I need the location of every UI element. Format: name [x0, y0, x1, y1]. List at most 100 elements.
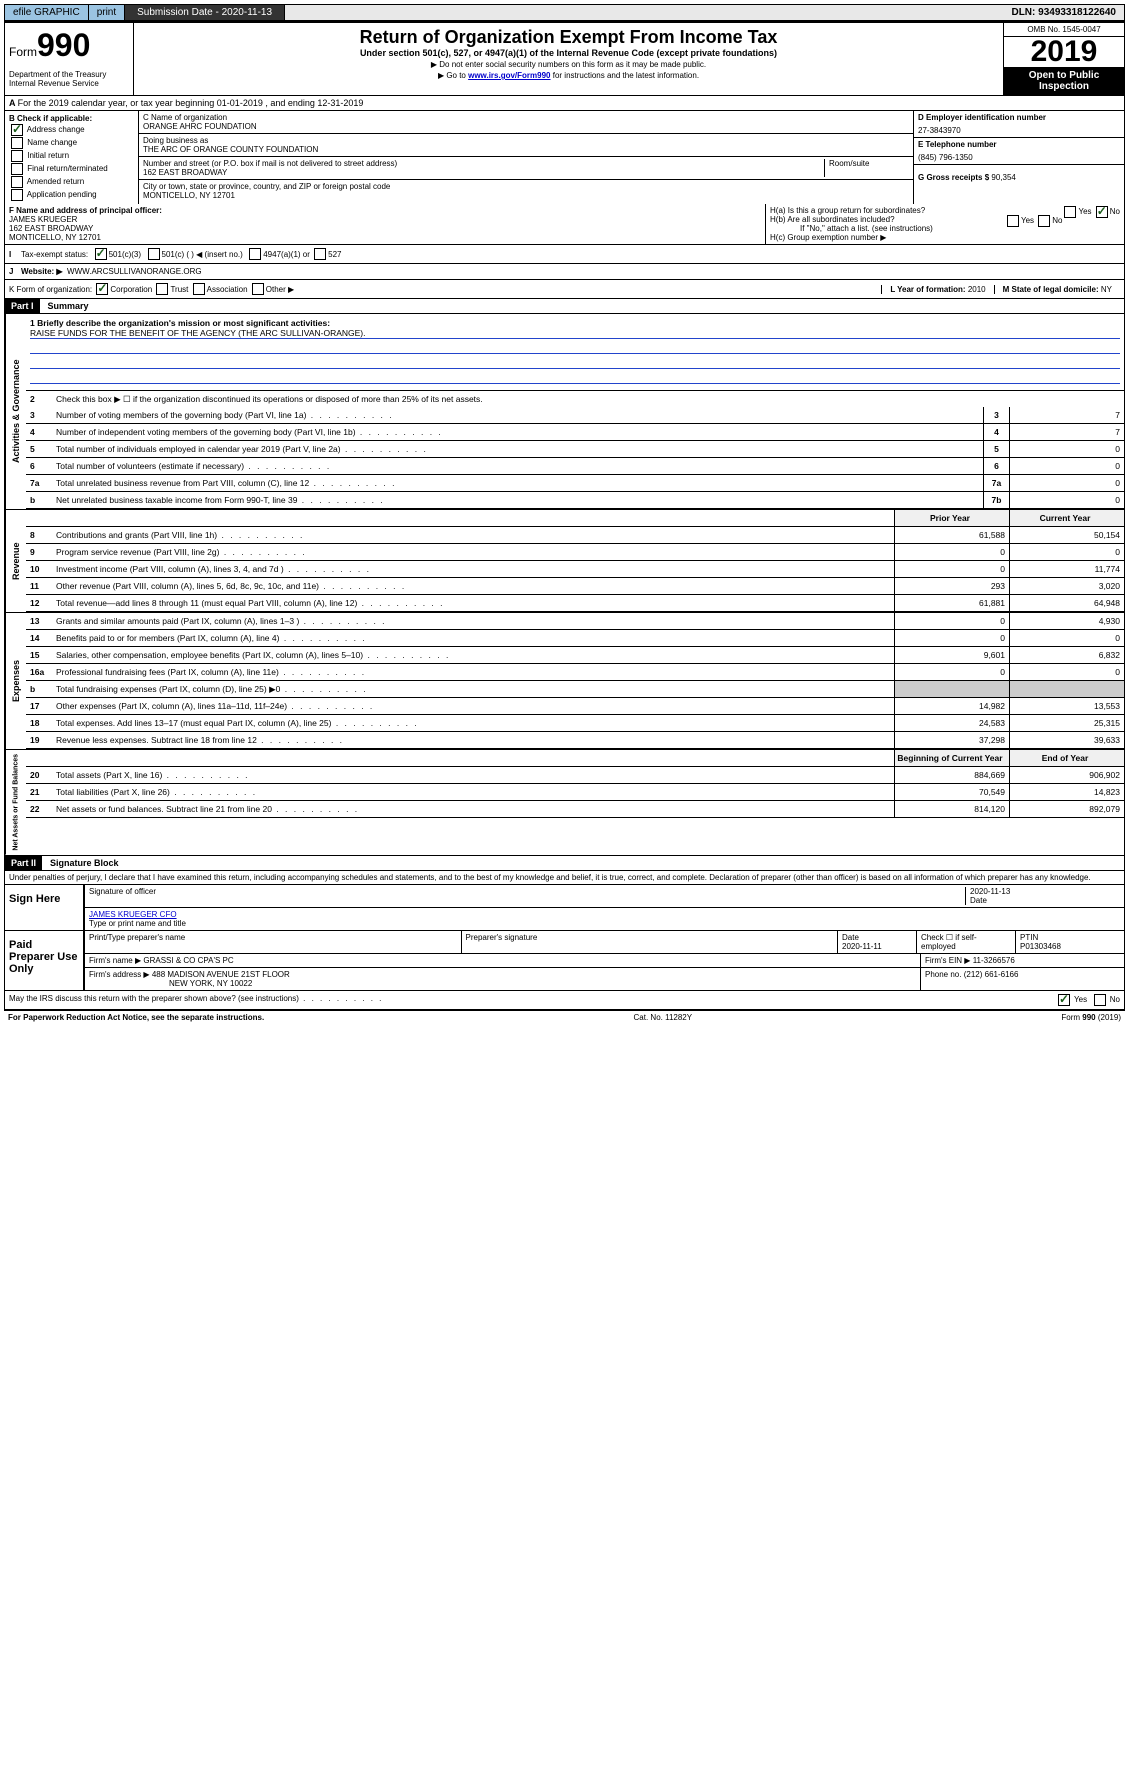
hc-label: H(c) Group exemption number ▶ — [770, 233, 1120, 242]
website-url[interactable]: WWW.ARCSULLIVANORANGE.ORG — [67, 267, 202, 276]
hb-no[interactable] — [1038, 215, 1050, 227]
discuss-label: May the IRS discuss this return with the… — [9, 994, 383, 1006]
check-corp[interactable] — [96, 283, 108, 295]
checkbox-address[interactable] — [11, 124, 23, 136]
tax-year: 2019 — [1004, 37, 1124, 67]
checkbox-final[interactable] — [11, 163, 23, 175]
efile-link[interactable]: efile GRAPHIC — [5, 5, 89, 20]
principal-name: JAMES KRUEGER — [9, 215, 761, 224]
city: MONTICELLO, NY 12701 — [143, 191, 909, 200]
principal-label: F Name and address of principal officer: — [9, 206, 761, 215]
vert-net: Net Assets or Fund Balances — [5, 750, 26, 855]
section-klm: K Form of organization: Corporation Trus… — [4, 280, 1125, 299]
summary-line: 13Grants and similar amounts paid (Part … — [26, 613, 1124, 630]
website-label: Website: ▶ — [21, 267, 63, 276]
ha-no[interactable] — [1096, 206, 1108, 218]
discuss-yes[interactable] — [1058, 994, 1070, 1006]
check-527[interactable] — [314, 248, 326, 260]
summary-line: 20Total assets (Part X, line 16)884,6699… — [26, 767, 1124, 784]
check-other[interactable] — [252, 283, 264, 295]
vert-expenses: Expenses — [5, 613, 26, 749]
firm-addr-label: Firm's address ▶ — [89, 970, 150, 979]
firm-ein: 11-3266576 — [973, 956, 1015, 965]
firm-city: NEW YORK, NY 10022 — [89, 979, 916, 988]
summary-line: 18Total expenses. Add lines 13–17 (must … — [26, 715, 1124, 732]
addr-label: Number and street (or P.O. box if mail i… — [143, 159, 824, 168]
officer-name[interactable]: JAMES KRUEGER CFO — [89, 910, 1120, 919]
form-subtitle: Under section 501(c), 527, or 4947(a)(1)… — [138, 48, 999, 58]
footer: For Paperwork Reduction Act Notice, see … — [4, 1010, 1125, 1024]
summary-line: 10Investment income (Part VIII, column (… — [26, 561, 1124, 578]
form-number: 990 — [37, 27, 90, 63]
print-link[interactable]: print — [89, 5, 125, 20]
open-inspection: Open to Public Inspection — [1004, 67, 1124, 95]
dln: DLN: 93493318122640 — [1003, 5, 1124, 20]
part1-title: Summary — [40, 301, 89, 311]
hb-note: If "No," attach a list. (see instruction… — [770, 224, 1120, 233]
k-label: K Form of organization: — [9, 285, 92, 294]
room-label: Room/suite — [824, 159, 909, 177]
year-cell: OMB No. 1545-0047 2019 Open to Public In… — [1003, 23, 1124, 95]
mission-text: RAISE FUNDS FOR THE BENEFIT OF THE AGENC… — [30, 328, 1120, 339]
checkbox-pending[interactable] — [11, 189, 23, 201]
irs-link[interactable]: www.irs.gov/Form990 — [468, 71, 550, 80]
department: Department of the Treasury Internal Reve… — [9, 70, 129, 88]
note-ssn: Do not enter social security numbers on … — [138, 60, 999, 69]
dba-label: Doing business as — [143, 136, 909, 145]
summary-line: 8Contributions and grants (Part VIII, li… — [26, 527, 1124, 544]
checkbox-initial[interactable] — [11, 150, 23, 162]
sig-officer-label: Signature of officer — [89, 887, 965, 905]
summary-line: 9Program service revenue (Part VIII, lin… — [26, 544, 1124, 561]
firm-name-label: Firm's name ▶ — [89, 956, 141, 965]
summary-line: 3Number of voting members of the governi… — [26, 407, 1124, 424]
part2-header-row: Part II Signature Block — [4, 856, 1125, 871]
ha-label: H(a) Is this a group return for subordin… — [770, 206, 925, 215]
summary-line: 7aTotal unrelated business revenue from … — [26, 475, 1124, 492]
section-deg: D Employer identification number 27-3843… — [913, 111, 1124, 204]
l-label: L Year of formation: — [890, 285, 965, 294]
summary-line: 19Revenue less expenses. Subtract line 1… — [26, 732, 1124, 749]
col-begin: Beginning of Current Year — [894, 750, 1009, 766]
prep-name-label: Print/Type preparer's name — [85, 931, 462, 953]
discuss-no[interactable] — [1094, 994, 1106, 1006]
check-amended: Amended return — [9, 176, 134, 188]
col-end: End of Year — [1009, 750, 1124, 766]
summary-line: 12Total revenue—add lines 8 through 11 (… — [26, 595, 1124, 612]
check-trust[interactable] — [156, 283, 168, 295]
check-501c3[interactable] — [95, 248, 107, 260]
form-title: Return of Organization Exempt From Incom… — [138, 27, 999, 48]
part1-header-row: Part I Summary — [4, 299, 1125, 314]
summary-line: 16aProfessional fundraising fees (Part I… — [26, 664, 1124, 681]
firm-name: GRASSI & CO CPA'S PC — [143, 956, 233, 965]
phone: (845) 796-1350 — [918, 153, 1120, 162]
org-name: ORANGE AHRC FOUNDATION — [143, 122, 909, 131]
summary-line: 6Total number of volunteers (estimate if… — [26, 458, 1124, 475]
ha-yes[interactable] — [1064, 206, 1076, 218]
check-address: Address change — [9, 124, 134, 136]
check-initial: Initial return — [9, 150, 134, 162]
form-ref: Form 990 (2019) — [1061, 1013, 1121, 1022]
governance-block: Activities & Governance 1 Briefly descri… — [4, 314, 1125, 509]
checkbox-name[interactable] — [11, 137, 23, 149]
check-assoc[interactable] — [193, 283, 205, 295]
goto-pre: Go to — [446, 71, 468, 80]
prep-phone-label: Phone no. — [925, 970, 961, 979]
summary-line: bNet unrelated business taxable income f… — [26, 492, 1124, 509]
check-501c[interactable] — [148, 248, 160, 260]
summary-line: 11Other revenue (Part VIII, column (A), … — [26, 578, 1124, 595]
section-bcdefg: B Check if applicable: Address change Na… — [4, 111, 1125, 204]
summary-line: 22Net assets or fund balances. Subtract … — [26, 801, 1124, 818]
sign-here-label: Sign Here — [5, 885, 83, 930]
netassets-block: Net Assets or Fund Balances Beginning of… — [4, 749, 1125, 856]
checkbox-amended[interactable] — [11, 176, 23, 188]
firm-ein-label: Firm's EIN ▶ — [925, 956, 970, 965]
check-4947[interactable] — [249, 248, 261, 260]
expenses-block: Expenses 13Grants and similar amounts pa… — [4, 612, 1125, 749]
section-f: F Name and address of principal officer:… — [5, 204, 765, 244]
hb-yes[interactable] — [1007, 215, 1019, 227]
summary-line: bTotal fundraising expenses (Part IX, co… — [26, 681, 1124, 698]
part2-title: Signature Block — [42, 858, 119, 868]
paperwork-notice: For Paperwork Reduction Act Notice, see … — [8, 1013, 264, 1022]
dba: THE ARC OF ORANGE COUNTY FOUNDATION — [143, 145, 909, 154]
section-i: I Tax-exempt status: 501(c)(3) 501(c) ( … — [4, 245, 1125, 264]
